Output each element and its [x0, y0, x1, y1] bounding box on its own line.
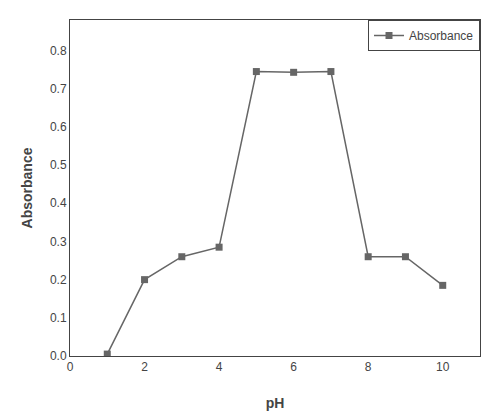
svg-text:4: 4: [216, 360, 223, 374]
svg-text:0.3: 0.3: [50, 235, 67, 249]
svg-text:Absorbance: Absorbance: [409, 29, 473, 43]
svg-text:0.4: 0.4: [50, 196, 67, 210]
svg-text:0.7: 0.7: [50, 82, 67, 96]
svg-text:0.8: 0.8: [50, 44, 67, 58]
svg-text:0: 0: [67, 360, 74, 374]
svg-text:0.1: 0.1: [50, 311, 67, 325]
svg-text:6: 6: [290, 360, 297, 374]
svg-text:0.2: 0.2: [50, 273, 67, 287]
svg-text:pH: pH: [266, 395, 285, 411]
svg-text:8: 8: [365, 360, 372, 374]
svg-text:0.6: 0.6: [50, 120, 67, 134]
svg-text:Absorbance: Absorbance: [19, 147, 35, 228]
svg-text:2: 2: [141, 360, 148, 374]
svg-text:0.5: 0.5: [50, 158, 67, 172]
svg-text:0.0: 0.0: [50, 349, 67, 363]
svg-text:10: 10: [436, 360, 450, 374]
